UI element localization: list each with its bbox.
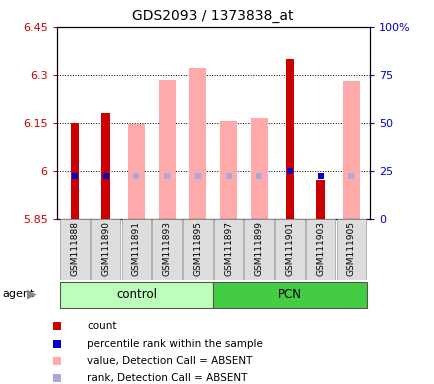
- Bar: [70, 123, 79, 219]
- Text: GSM111895: GSM111895: [193, 221, 202, 276]
- Text: value, Detection Call = ABSENT: value, Detection Call = ABSENT: [87, 356, 252, 366]
- Bar: [305, 219, 335, 280]
- Text: GSM111893: GSM111893: [162, 221, 171, 276]
- Text: PCN: PCN: [277, 288, 301, 301]
- Text: count: count: [87, 321, 116, 331]
- Bar: [250, 118, 267, 219]
- Text: rank, Detection Call = ABSENT: rank, Detection Call = ABSENT: [87, 373, 247, 383]
- Bar: [122, 219, 151, 280]
- Text: GSM111891: GSM111891: [132, 221, 141, 276]
- Bar: [220, 121, 237, 219]
- Bar: [244, 219, 273, 280]
- Text: GSM111901: GSM111901: [285, 221, 294, 276]
- Bar: [91, 219, 120, 280]
- Bar: [275, 219, 304, 280]
- Text: GSM111899: GSM111899: [254, 221, 263, 276]
- Bar: [152, 219, 181, 280]
- Text: GSM111888: GSM111888: [70, 221, 79, 276]
- Bar: [101, 113, 110, 219]
- Text: GSM111890: GSM111890: [101, 221, 110, 276]
- Bar: [158, 80, 175, 219]
- Title: GDS2093 / 1373838_at: GDS2093 / 1373838_at: [132, 9, 293, 23]
- Text: percentile rank within the sample: percentile rank within the sample: [87, 339, 262, 349]
- Text: control: control: [115, 288, 157, 301]
- Bar: [213, 282, 366, 308]
- Bar: [342, 81, 359, 219]
- Text: GSM111903: GSM111903: [316, 221, 324, 276]
- Text: GSM111905: GSM111905: [346, 221, 355, 276]
- Text: agent: agent: [2, 289, 34, 299]
- Text: GSM111897: GSM111897: [224, 221, 233, 276]
- Bar: [213, 219, 243, 280]
- Bar: [285, 59, 293, 219]
- Bar: [316, 180, 324, 219]
- Bar: [189, 68, 206, 219]
- Bar: [128, 124, 145, 219]
- Bar: [59, 282, 213, 308]
- Text: ▶: ▶: [26, 288, 36, 301]
- Bar: [336, 219, 365, 280]
- Bar: [183, 219, 212, 280]
- Bar: [60, 219, 89, 280]
